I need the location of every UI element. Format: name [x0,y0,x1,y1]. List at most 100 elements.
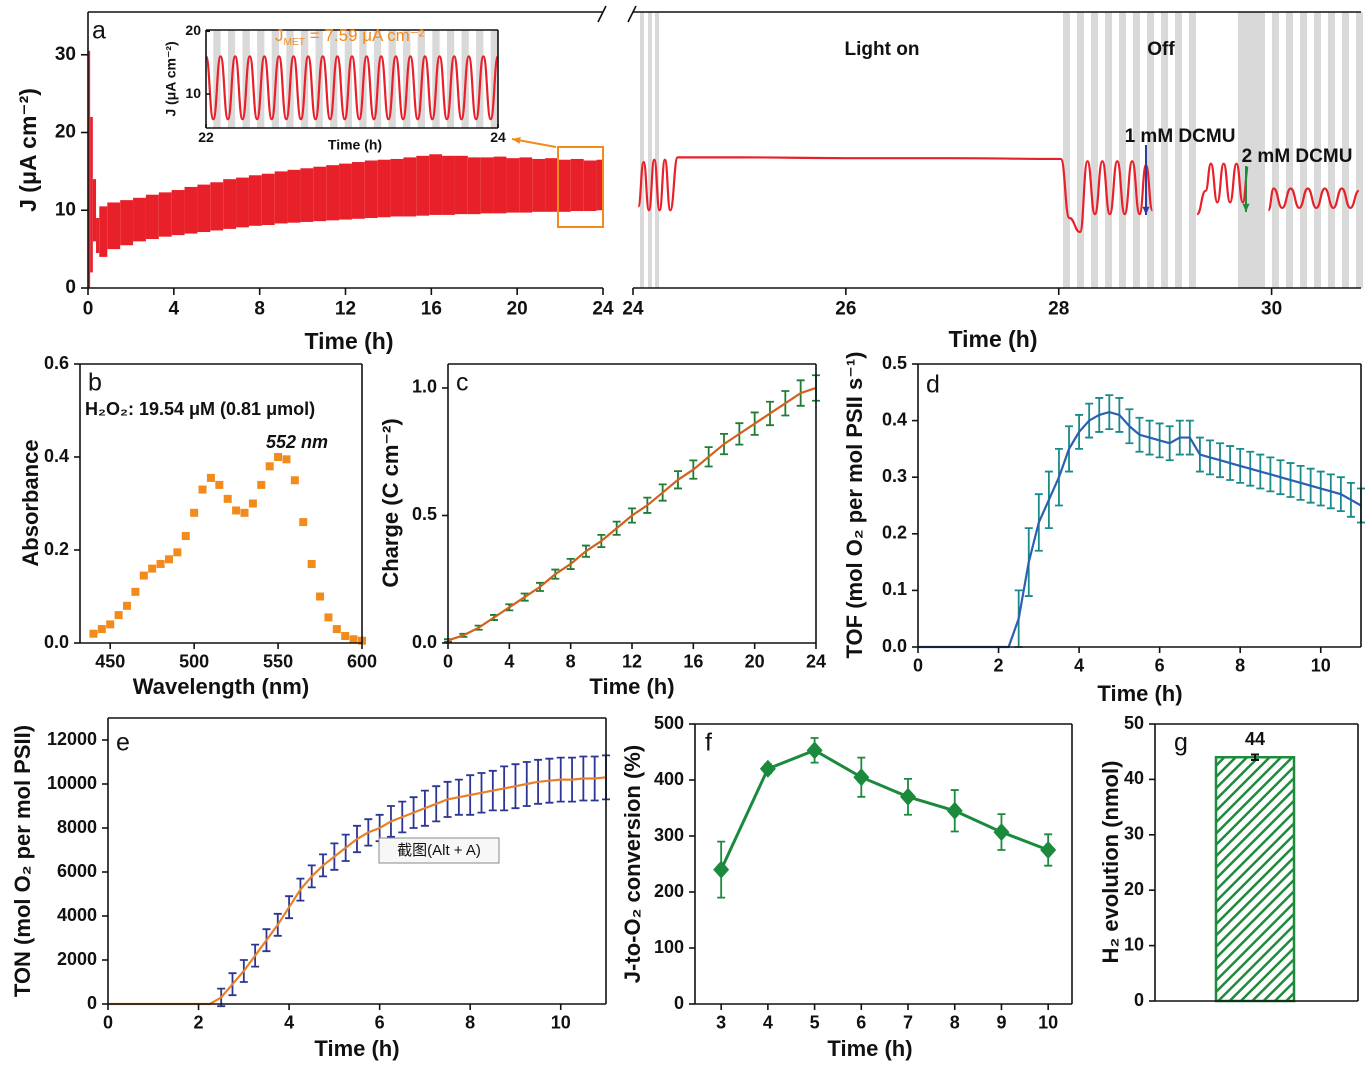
x-tick-label: 2 [194,1012,204,1032]
current-band [557,159,571,212]
marker [332,625,341,634]
y-tick-label: 0.1 [882,579,907,599]
current-band [583,160,597,212]
panel-label: c [456,369,469,397]
y-tick-label: 6000 [57,861,97,881]
data-line [108,776,607,1006]
x-tick-label: 4 [284,1012,294,1032]
current-band [223,179,237,229]
zoom-box [557,146,604,228]
current-band [545,158,558,212]
light-off-shade [655,12,659,288]
axis-break [627,5,637,23]
light-off-shade [648,12,652,288]
marker [324,613,333,622]
marker [89,629,98,638]
arrow-head [512,137,521,144]
marker [299,518,308,527]
bar [1214,755,1296,1003]
x-tick-label: 4 [1074,655,1084,675]
light-off-shade [1133,12,1140,288]
light-off-shade [1258,12,1265,288]
y-axis-title: H₂ evolution (nmol) [1098,761,1123,964]
x-tick-label: 4 [504,651,514,671]
x-tick-label: 6 [1155,655,1165,675]
marker [223,494,232,503]
current-band [364,160,378,219]
current-band [493,156,507,214]
y-tick-label: 0.5 [882,353,907,373]
y-tick-label: 8000 [57,817,97,837]
x-tick-label: 7 [903,1012,913,1032]
y-tick-label: 0.4 [882,409,907,429]
marker [106,620,115,629]
marker [1040,841,1057,859]
y-tick-label: 0 [65,277,76,298]
x-axis-title: Time (h) [304,328,393,354]
marker [131,587,140,596]
y-tick-label: 12000 [47,729,97,749]
data-line [637,156,1360,234]
y-tick-label: 10 [55,199,76,220]
x-tick-label: 24 [806,651,826,671]
light-off-shade [1105,12,1112,288]
current-band [88,50,91,289]
marker [97,625,106,634]
x-tick-label: 28 [1048,298,1069,319]
current-band [532,158,546,212]
annotation: 2 mM DCMU [1242,146,1353,167]
x-tick-label: 2 [994,655,1004,675]
marker [240,508,249,517]
x-tick-label: 0 [103,1012,113,1032]
y-tick-label: 10 [185,85,201,101]
data-line [204,55,500,121]
current-band [133,197,146,242]
marker [248,499,257,508]
current-band [236,177,249,228]
annotation: Light on [845,39,920,60]
marker [123,601,131,610]
current-band [197,184,211,233]
current-band [506,158,520,213]
x-tick-label: 9 [996,1012,1006,1032]
marker [290,476,299,485]
y-tick-label: 0 [1134,990,1144,1010]
panel-label: e [116,729,130,757]
current-band [313,166,327,222]
x-tick-label: 12 [622,651,642,671]
data-line [447,386,817,642]
marker [806,741,823,760]
x-axis-title: Time (h) [589,674,674,699]
marker [206,473,215,482]
y-tick-label: 0.2 [44,539,69,559]
current-band [519,157,533,213]
current-band [184,186,198,234]
x-axis-title: Time (h) [827,1036,912,1061]
current-band [248,175,262,226]
x-tick-label: 10 [1311,655,1331,675]
y-axis-title: TOF (mol O₂ per mol PSII s⁻¹) [842,351,867,658]
marker [341,632,350,641]
x-tick-label: 10 [1038,1012,1058,1032]
marker [139,571,148,580]
annotation-sub: MET [284,37,306,48]
light-off-shade [1300,12,1307,288]
y-tick-label: 4000 [57,905,97,925]
current-band [120,200,134,246]
y-axis-title: J (μA cm⁻²) [15,88,41,212]
y-tick-label: 10000 [47,773,97,793]
light-off-shade [1119,12,1126,288]
y-tick-label: 0.0 [44,632,69,652]
marker [114,611,123,620]
marker [316,592,325,601]
marker [900,787,917,806]
y-axis-title: TON (mol O₂ per mol PSII) [10,725,35,997]
current-band [454,155,468,215]
x-tick-label: 20 [745,651,765,671]
x-tick-label: 8 [1235,655,1245,675]
light-off-shade [1342,12,1349,288]
x-tick-label: 10 [551,1012,571,1032]
light-off-shade [1147,12,1154,288]
x-tick-label: 3 [716,1012,726,1032]
current-band [480,157,494,214]
